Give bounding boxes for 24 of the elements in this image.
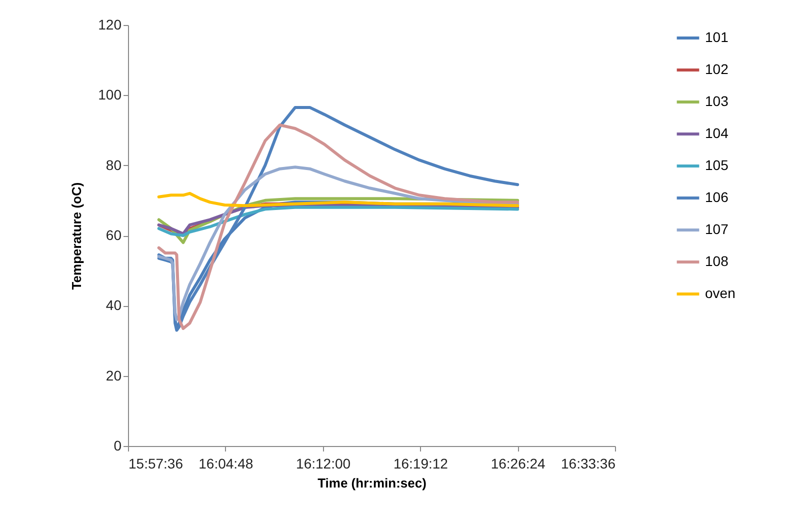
y-tick-label: 80 bbox=[106, 156, 122, 173]
x-tick-label: 16:12:00 bbox=[296, 456, 351, 472]
y-tick-label: 100 bbox=[98, 86, 122, 103]
legend-label: 101 bbox=[705, 29, 729, 45]
x-tick-label: 16:19:12 bbox=[393, 456, 448, 472]
x-tick-label: 16:26:24 bbox=[490, 456, 546, 472]
y-tick-label: 0 bbox=[114, 438, 122, 454]
legend-label: 107 bbox=[705, 221, 729, 237]
legend-label: 104 bbox=[705, 125, 729, 141]
legend-label: 108 bbox=[705, 253, 729, 269]
y-tick-label: 20 bbox=[106, 367, 122, 384]
y-axis-title: Temperature (oC) bbox=[69, 182, 84, 290]
y-tick-label: 40 bbox=[106, 297, 122, 314]
y-tick-label: 60 bbox=[106, 227, 122, 243]
legend-label: 105 bbox=[705, 157, 729, 173]
legend-label: 102 bbox=[705, 61, 729, 77]
legend-label: 103 bbox=[705, 93, 729, 109]
x-axis-title: Time (hr:min:sec) bbox=[318, 476, 426, 490]
x-tick-label: 15:57:36 bbox=[128, 456, 184, 472]
y-tick-label: 120 bbox=[98, 16, 122, 32]
legend-label: 106 bbox=[705, 189, 729, 205]
x-tick-label: 16:04:48 bbox=[198, 456, 254, 472]
x-tick-label: 16:33:36 bbox=[561, 456, 616, 472]
legend-label: oven bbox=[705, 285, 736, 301]
